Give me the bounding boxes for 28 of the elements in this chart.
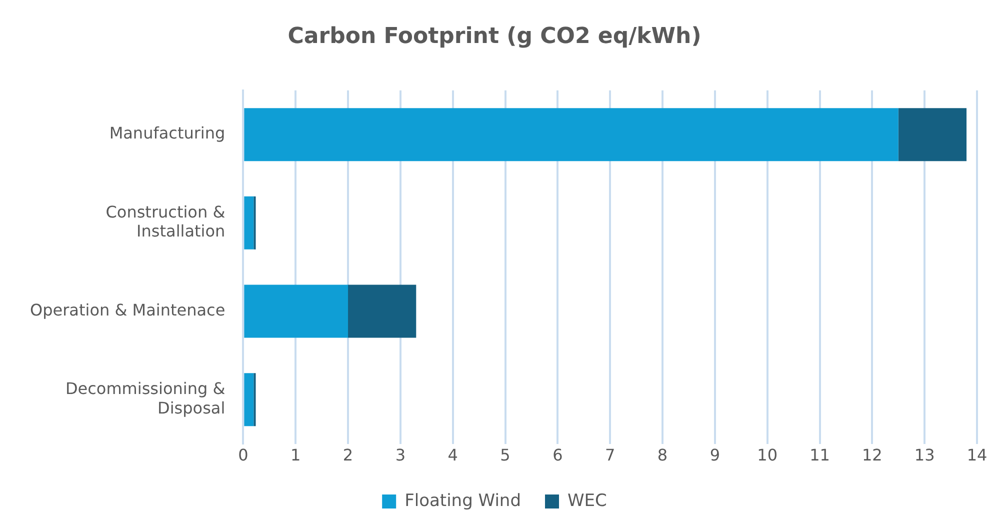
y-tick-label: Operation & Maintenace <box>30 300 226 320</box>
x-tick-label: 3 <box>395 446 406 465</box>
x-tick-label: 14 <box>966 446 988 465</box>
x-tick-label: 6 <box>552 446 563 465</box>
y-tick-label: Manufacturing <box>109 124 226 143</box>
x-tick-label: 4 <box>448 446 458 465</box>
x-tick-label: 11 <box>810 446 830 465</box>
legend-label: Floating Wind <box>404 490 521 511</box>
x-tick-label: 13 <box>914 446 935 465</box>
chart-title: Carbon Footprint (g CO2 eq/kWh) <box>288 24 702 49</box>
bar <box>244 284 348 338</box>
x-tick-label: 7 <box>604 446 616 465</box>
x-tick-label: 5 <box>500 446 510 465</box>
bar <box>244 373 254 426</box>
x-tick-label: 1 <box>290 446 301 465</box>
bar <box>348 284 416 338</box>
x-tick-label: 2 <box>342 446 354 465</box>
x-tick-label: 10 <box>757 446 778 465</box>
y-tick-label: Decommissioning & Disposal <box>65 379 226 418</box>
y-tick-label: Construction & Installation <box>106 202 226 241</box>
legend-label: WEC <box>567 490 607 511</box>
bar <box>244 108 898 162</box>
bar <box>898 108 967 162</box>
x-tick-label: 8 <box>657 446 668 465</box>
x-tick-label: 12 <box>862 446 882 465</box>
x-tick-label: 9 <box>710 446 720 465</box>
bar <box>244 196 254 250</box>
x-tick-label: 0 <box>238 446 248 465</box>
